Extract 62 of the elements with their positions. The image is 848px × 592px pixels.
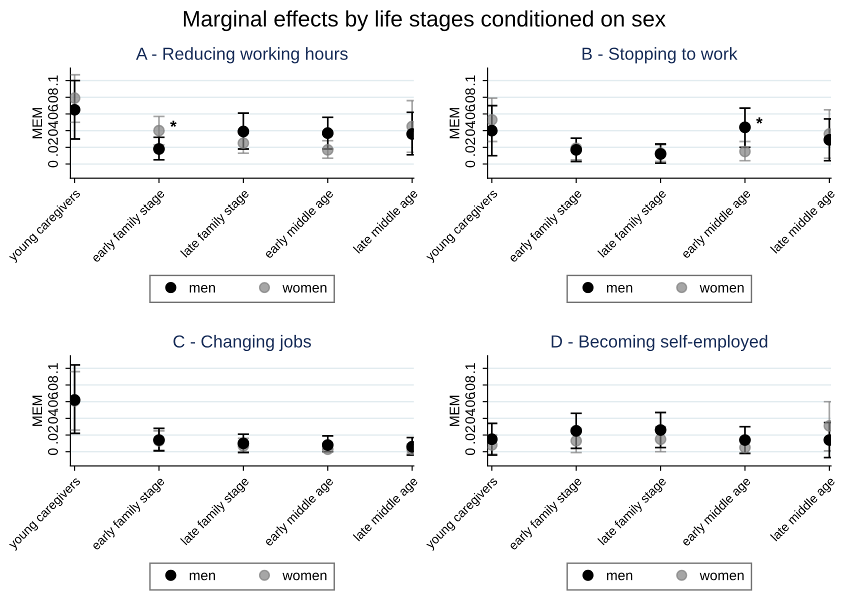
y-tick-label: 0 — [48, 160, 58, 168]
chart-title: A - Reducing working hours — [136, 47, 348, 64]
y-tick-label: .02 — [48, 426, 58, 444]
text: Marginal effects by life stages conditioned on sex — [184, 10, 666, 32]
y-tick-label: 0 — [465, 448, 476, 456]
y-tick-label: .06 — [465, 392, 476, 410]
y-tick-label: .02 — [465, 426, 476, 444]
y-tick-label: .08 — [48, 88, 58, 106]
y-tick-label: .1 — [465, 75, 475, 86]
point — [238, 126, 250, 138]
point — [739, 146, 751, 158]
y-tick-label: .08 — [465, 88, 476, 106]
legend-label: men — [606, 572, 632, 580]
y-tick-label: .04 — [465, 409, 476, 427]
y-tick-label: .04 — [48, 121, 58, 140]
legend-label: men — [190, 572, 215, 580]
point — [739, 121, 751, 134]
chart-title: C - Changing jobs — [174, 334, 311, 352]
y-tick-label: .08 — [48, 376, 58, 394]
point — [238, 137, 250, 149]
y-tick-label: 0 — [465, 160, 476, 168]
point — [153, 143, 165, 155]
legend-label: men — [606, 284, 632, 293]
legend-label: women — [282, 572, 326, 580]
legend-label: women — [282, 284, 326, 293]
annotation: * — [756, 117, 763, 124]
chart-title: D - Becoming self-employed — [552, 334, 768, 352]
y-tick-label: .06 — [465, 104, 476, 122]
y-tick-label: 0 — [48, 448, 58, 456]
legend-label: women — [700, 284, 744, 293]
y-tick-label: .06 — [48, 392, 58, 410]
point — [488, 433, 498, 446]
legend-label: men — [190, 284, 215, 293]
y-tick-label: .02 — [465, 138, 476, 156]
y-tick-label: .1 — [48, 75, 58, 86]
y-tick-label: .08 — [465, 376, 476, 394]
annotation: * — [170, 120, 177, 127]
point — [570, 425, 582, 437]
point — [70, 92, 80, 104]
y-axis-title: MEM — [32, 396, 42, 426]
y-tick-label: .04 — [465, 121, 476, 140]
chart-title: B - Stopping to work — [582, 47, 738, 64]
point — [70, 104, 80, 116]
point — [488, 114, 498, 126]
point — [570, 435, 582, 447]
point — [322, 127, 334, 139]
point — [488, 124, 498, 136]
y-tick-label: .04 — [48, 409, 58, 427]
y-axis-title: MEM — [450, 108, 460, 138]
point — [654, 424, 666, 436]
point — [322, 439, 334, 451]
point — [739, 434, 751, 446]
y-tick-label: .02 — [48, 138, 58, 156]
y-tick-label: .06 — [48, 104, 58, 122]
point — [153, 124, 165, 136]
y-tick-label: .1 — [465, 363, 475, 373]
y-axis-title: MEM — [32, 108, 42, 138]
point — [322, 144, 334, 156]
y-axis-title: MEM — [450, 396, 460, 426]
legend-label: women — [700, 572, 744, 580]
point — [238, 438, 250, 450]
y-tick-label: .1 — [48, 363, 58, 373]
